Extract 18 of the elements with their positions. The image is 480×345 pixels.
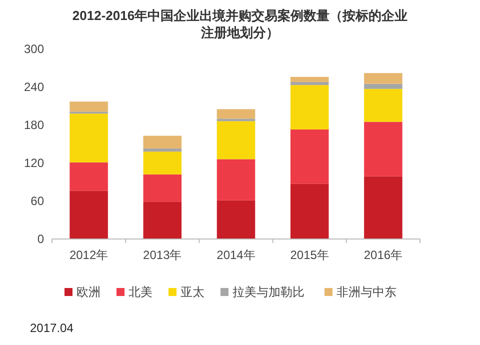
y-tick-label: 180 — [24, 118, 44, 132]
text: 2017.04 — [30, 321, 74, 335]
legend-label: 亚太 — [180, 285, 204, 299]
y-tick-label: 120 — [24, 156, 44, 170]
legend-label: 非洲与中东 — [336, 285, 396, 299]
y-tick-label: 240 — [24, 80, 44, 94]
x-tick-label: 2014年 — [216, 248, 256, 262]
x-tick-label: 2015年 — [290, 248, 329, 262]
legend-label: 北美 — [128, 285, 152, 299]
chart-title: 2012-2016年中国企业出境并购交易案例数量（按标的企业注册地划分） — [72, 8, 408, 40]
y-tick-label: 60 — [30, 194, 44, 208]
x-tick-label: 2012年 — [69, 248, 108, 262]
y-tick-label: 300 — [24, 42, 44, 56]
legend-label: 欧洲 — [76, 285, 100, 299]
x-tick-label: 2013年 — [143, 248, 182, 262]
x-tick-label: 2016年 — [364, 248, 403, 262]
y-tick-label: 0 — [37, 232, 44, 246]
legend-label: 拉美与加勒比 — [232, 285, 304, 299]
